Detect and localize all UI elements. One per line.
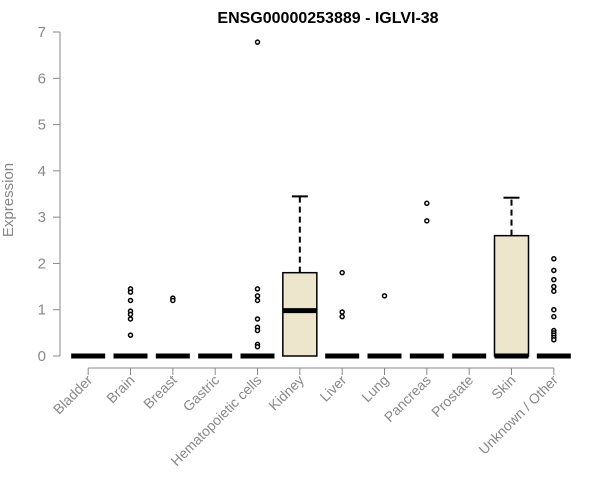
outlier-point — [551, 267, 557, 274]
outlier-point — [127, 316, 134, 322]
y-tick-label: 4 — [38, 163, 46, 180]
chart-title: ENSG00000253889 - IGLVI-38 — [217, 10, 438, 27]
outlier-point — [424, 218, 430, 224]
y-tick-label: 6 — [38, 70, 46, 87]
x-tick-label: Kidney — [265, 372, 307, 414]
outlier-point — [339, 269, 345, 276]
outlier-point — [339, 313, 345, 320]
y-tick-label: 1 — [38, 302, 46, 319]
x-tick-label: Liver — [317, 372, 350, 405]
outlier-point — [551, 306, 557, 313]
y-tick-label: 5 — [38, 117, 46, 134]
outlier-point — [551, 288, 557, 294]
x-tick-label: Bladder — [50, 372, 96, 418]
y-axis-label: Expression — [0, 163, 17, 237]
x-tick-label: Pancreas — [381, 372, 434, 425]
outlier-point — [551, 313, 557, 320]
outlier-point — [381, 293, 388, 299]
x-tick-label: Unknown / Other — [475, 372, 561, 458]
outlier-point — [254, 327, 261, 334]
box-group — [71, 39, 571, 359]
y-tick-label: 3 — [38, 209, 46, 226]
outlier-point — [254, 297, 261, 304]
outlier-point — [127, 311, 134, 318]
outlier-point — [254, 39, 261, 45]
x-tick-label: Lung — [358, 372, 391, 405]
box — [493, 234, 530, 357]
outlier-point — [170, 297, 176, 304]
outlier-point — [254, 316, 261, 322]
outlier-point — [339, 309, 345, 315]
y-tick-label: 0 — [38, 348, 46, 365]
y-tick-label: 2 — [38, 255, 46, 272]
outlier-point — [127, 332, 134, 338]
y-axis: 0 1 2 3 4 5 6 7 — [38, 24, 61, 365]
outlier-point — [254, 343, 261, 350]
outlier-point — [551, 337, 557, 343]
outlier-point — [254, 293, 261, 299]
outlier-point — [551, 276, 557, 283]
x-tick-label: Skin — [488, 372, 519, 403]
box — [282, 271, 318, 357]
outlier-point — [424, 200, 430, 207]
x-tick-label: Prostate — [428, 372, 476, 420]
outlier-point — [127, 289, 134, 295]
x-tick-label: Brain — [103, 372, 137, 406]
x-tick-label: Breast — [140, 372, 180, 412]
outlier-point — [127, 297, 134, 304]
outlier-point — [551, 256, 557, 262]
y-tick-label: 7 — [38, 24, 46, 41]
outlier-point — [254, 286, 261, 292]
outlier-point — [551, 283, 557, 290]
